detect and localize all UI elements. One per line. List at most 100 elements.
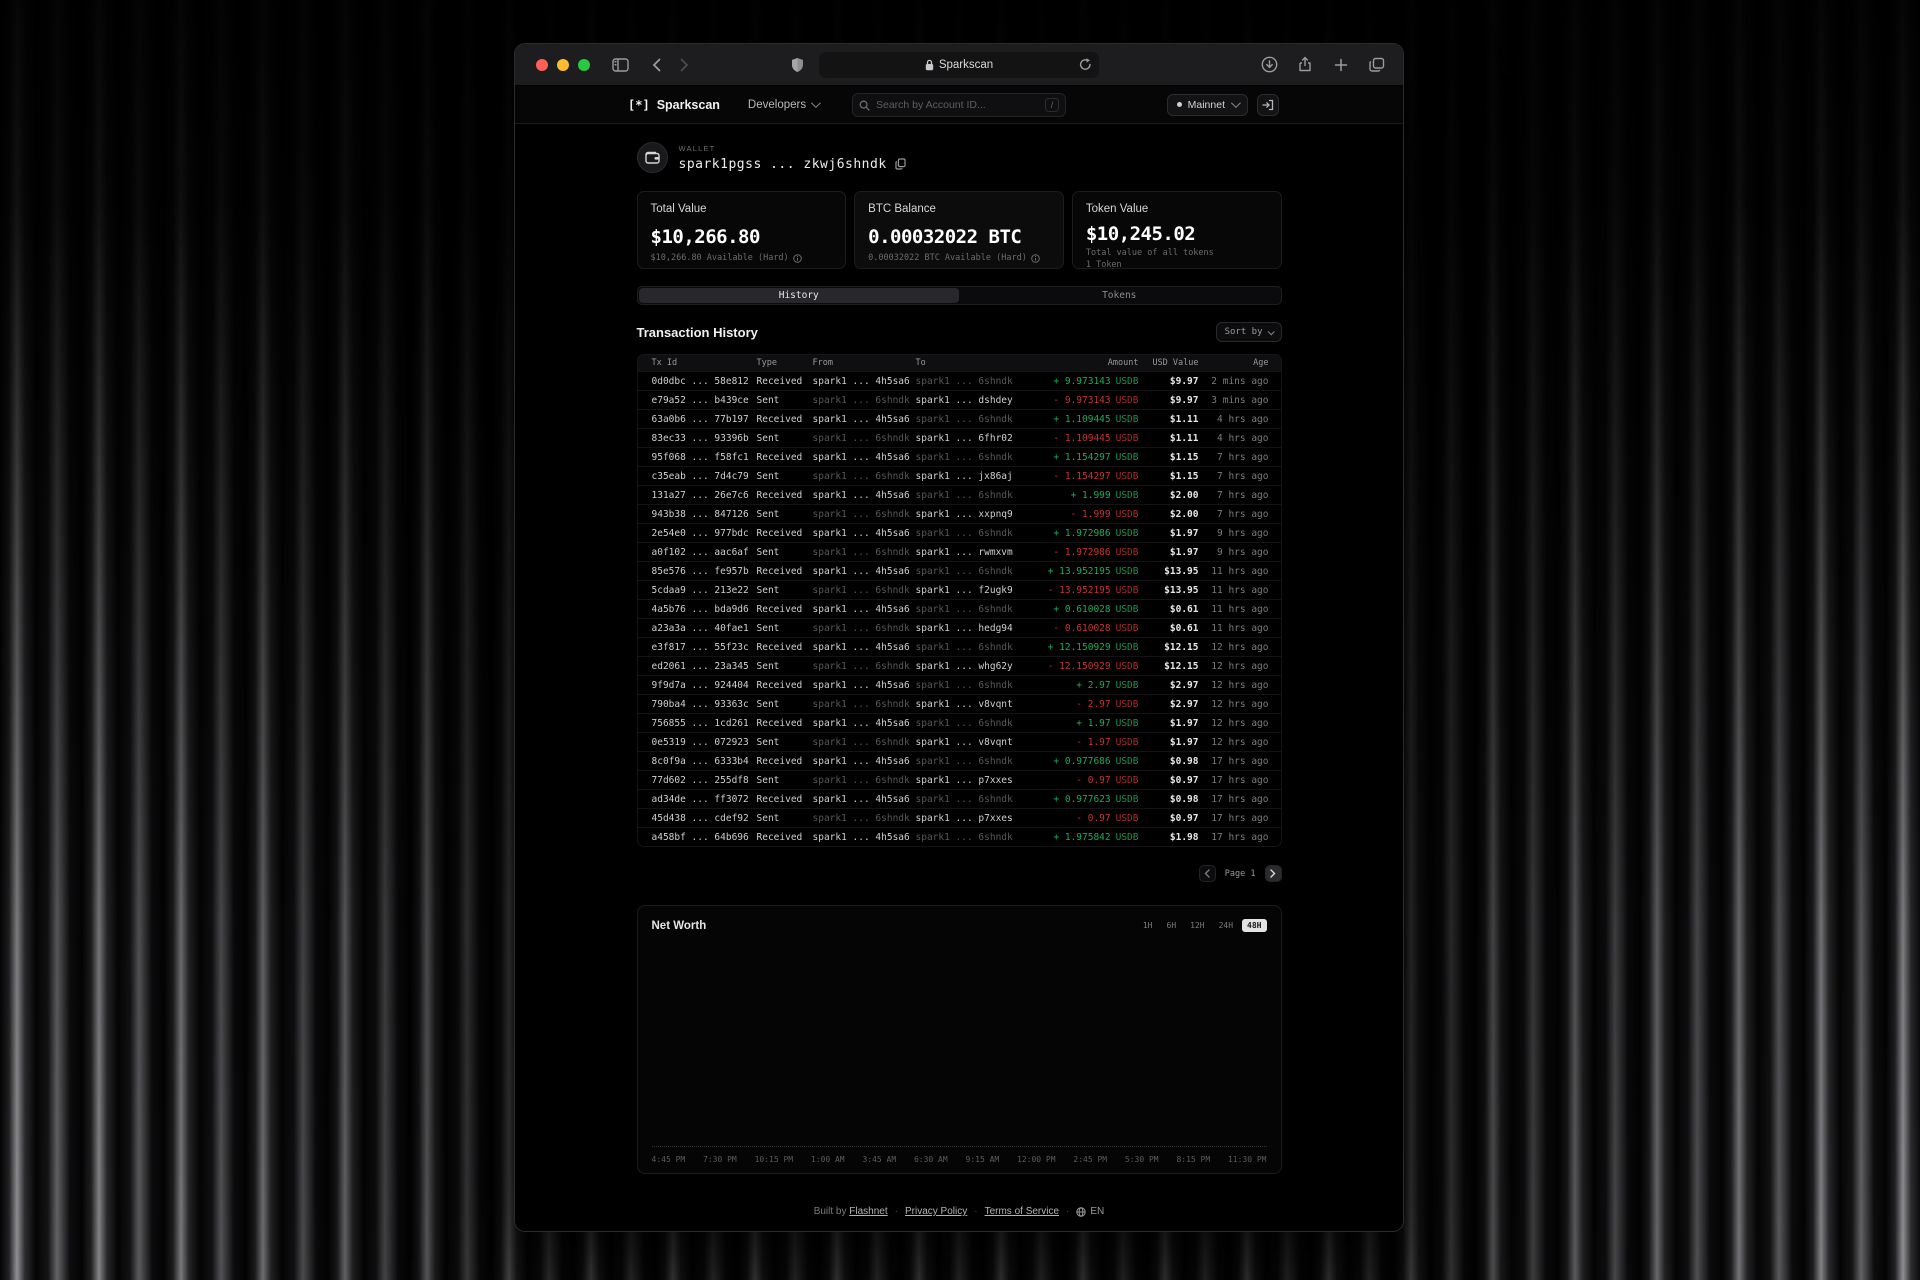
table-row[interactable]: 77d602 ... 255df8 Sent spark1 ... 6shndk…	[637, 770, 1281, 789]
tx-to-address[interactable]: spark1 ... 6shndk	[915, 489, 1013, 501]
tx-id[interactable]: c35eab ... 7d4c79	[651, 470, 749, 482]
tx-to-address[interactable]: spark1 ... p7xxes	[915, 774, 1013, 786]
tx-id[interactable]: 131a27 ... 26e7c6	[651, 489, 749, 501]
next-page-button[interactable]	[1264, 865, 1282, 882]
table-row[interactable]: c35eab ... 7d4c79 Sent spark1 ... 6shndk…	[637, 466, 1281, 485]
tx-to-address[interactable]: spark1 ... dshdey	[915, 394, 1013, 406]
tx-to-address[interactable]: spark1 ... 6shndk	[915, 793, 1013, 805]
tx-from-address[interactable]: spark1 ... 6shndk	[812, 508, 910, 520]
tx-from-address[interactable]: spark1 ... 4h5sa6	[812, 451, 910, 463]
tx-to-address[interactable]: spark1 ... 6shndk	[915, 375, 1013, 387]
tab-overview-icon[interactable]	[1363, 52, 1391, 78]
table-row[interactable]: 9f9d7a ... 924404 Received spark1 ... 4h…	[637, 675, 1281, 694]
tx-id[interactable]: ed2061 ... 23a345	[651, 660, 749, 672]
tx-to-address[interactable]: spark1 ... f2ugk9	[915, 584, 1013, 596]
table-row[interactable]: 85e576 ... fe957b Received spark1 ... 4h…	[637, 561, 1281, 580]
tx-from-address[interactable]: spark1 ... 6shndk	[812, 660, 910, 672]
net-worth-chart-area[interactable]	[651, 946, 1267, 1147]
back-icon[interactable]	[642, 52, 670, 78]
table-row[interactable]: ed2061 ... 23a345 Sent spark1 ... 6shndk…	[637, 656, 1281, 675]
tx-from-address[interactable]: spark1 ... 6shndk	[812, 394, 910, 406]
tx-id[interactable]: 0d0dbc ... 58e812	[651, 375, 749, 387]
tx-from-address[interactable]: spark1 ... 4h5sa6	[812, 603, 910, 615]
forward-icon[interactable]	[670, 52, 698, 78]
tx-id[interactable]: 83ec33 ... 93396b	[651, 432, 749, 444]
reload-icon[interactable]	[1079, 57, 1092, 72]
tx-to-address[interactable]: spark1 ... v8vqnt	[915, 736, 1013, 748]
tx-to-address[interactable]: spark1 ... p7xxes	[915, 812, 1013, 824]
tx-to-address[interactable]: spark1 ... 6shndk	[915, 679, 1013, 691]
table-row[interactable]: a458bf ... 64b696 Received spark1 ... 4h…	[637, 827, 1281, 846]
downloads-icon[interactable]	[1255, 52, 1283, 78]
developers-menu[interactable]: Developers	[748, 98, 821, 111]
privacy-policy-link[interactable]: Privacy Policy	[904, 1206, 968, 1217]
tx-id[interactable]: e3f817 ... 55f23c	[651, 641, 749, 653]
previous-page-button[interactable]	[1198, 865, 1216, 882]
tx-from-address[interactable]: spark1 ... 6shndk	[812, 812, 910, 824]
table-row[interactable]: a0f102 ... aac6af Sent spark1 ... 6shndk…	[637, 542, 1281, 561]
tx-id[interactable]: 9f9d7a ... 924404	[651, 679, 749, 691]
network-selector[interactable]: Mainnet	[1166, 93, 1248, 116]
tx-id[interactable]: 4a5b76 ... bda9d6	[651, 603, 749, 615]
tx-id[interactable]: ad34de ... ff3072	[651, 793, 749, 805]
tx-id[interactable]: 2e54e0 ... 977bdc	[651, 527, 749, 539]
table-row[interactable]: 8c0f9a ... 6333b4 Received spark1 ... 4h…	[637, 751, 1281, 770]
tx-id[interactable]: 95f068 ... f58fc1	[651, 451, 749, 463]
new-tab-icon[interactable]	[1327, 52, 1355, 78]
tx-id[interactable]: 77d602 ... 255df8	[651, 774, 749, 786]
table-row[interactable]: 2e54e0 ... 977bdc Received spark1 ... 4h…	[637, 523, 1281, 542]
tx-to-address[interactable]: spark1 ... 6shndk	[915, 641, 1013, 653]
tx-from-address[interactable]: spark1 ... 4h5sa6	[812, 679, 910, 691]
tx-id[interactable]: a23a3a ... 40fae1	[651, 622, 749, 634]
table-row[interactable]: 0d0dbc ... 58e812 Received spark1 ... 4h…	[637, 371, 1281, 390]
sidebar-toggle-icon[interactable]	[606, 52, 634, 78]
share-icon[interactable]	[1291, 52, 1319, 78]
tx-id[interactable]: 5cdaa9 ... 213e22	[651, 584, 749, 596]
tx-to-address[interactable]: spark1 ... 6shndk	[915, 565, 1013, 577]
tx-from-address[interactable]: spark1 ... 4h5sa6	[812, 565, 910, 577]
tx-from-address[interactable]: spark1 ... 4h5sa6	[812, 717, 910, 729]
tx-from-address[interactable]: spark1 ... 6shndk	[812, 584, 910, 596]
tx-to-address[interactable]: spark1 ... 6shndk	[915, 831, 1013, 843]
tx-from-address[interactable]: spark1 ... 6shndk	[812, 698, 910, 710]
login-button[interactable]	[1257, 93, 1279, 116]
tx-to-address[interactable]: spark1 ... 6shndk	[915, 527, 1013, 539]
tx-id[interactable]: 0e5319 ... 072923	[651, 736, 749, 748]
tx-to-address[interactable]: spark1 ... hedg94	[915, 622, 1013, 634]
tx-to-address[interactable]: spark1 ... rwmxvm	[915, 546, 1013, 558]
table-row[interactable]: 4a5b76 ... bda9d6 Received spark1 ... 4h…	[637, 599, 1281, 618]
range-button-48h[interactable]: 48H	[1242, 919, 1267, 932]
tx-from-address[interactable]: spark1 ... 4h5sa6	[812, 489, 910, 501]
search-input[interactable]	[876, 99, 1039, 111]
tab-tokens[interactable]: Tokens	[1102, 290, 1137, 301]
tx-to-address[interactable]: spark1 ... 6shndk	[915, 603, 1013, 615]
table-row[interactable]: 83ec33 ... 93396b Sent spark1 ... 6shndk…	[637, 428, 1281, 447]
wallet-address[interactable]: spark1pgss ... zkwj6shndk	[678, 156, 887, 172]
tx-from-address[interactable]: spark1 ... 6shndk	[812, 736, 910, 748]
tx-from-address[interactable]: spark1 ... 6shndk	[812, 774, 910, 786]
sparkscan-logo[interactable]: [*] Sparkscan	[628, 98, 720, 112]
tx-to-address[interactable]: spark1 ... jx86aj	[915, 470, 1013, 482]
flashnet-link[interactable]: Flashnet	[849, 1206, 888, 1217]
tx-to-address[interactable]: spark1 ... 6shndk	[915, 717, 1013, 729]
table-row[interactable]: 790ba4 ... 93363c Sent spark1 ... 6shndk…	[637, 694, 1281, 713]
tx-from-address[interactable]: spark1 ... 6shndk	[812, 546, 910, 558]
tx-id[interactable]: a458bf ... 64b696	[651, 831, 749, 843]
range-button-6h[interactable]: 6H	[1166, 921, 1177, 930]
address-bar[interactable]: Sparkscan	[819, 52, 1099, 78]
tx-id[interactable]: e79a52 ... b439ce	[651, 394, 749, 406]
table-row[interactable]: 131a27 ... 26e7c6 Received spark1 ... 4h…	[637, 485, 1281, 504]
tx-to-address[interactable]: spark1 ... 6shndk	[915, 451, 1013, 463]
tx-id[interactable]: 756855 ... 1cd261	[651, 717, 749, 729]
range-button-1h[interactable]: 1H	[1142, 921, 1153, 930]
table-row[interactable]: 943b38 ... 847126 Sent spark1 ... 6shndk…	[637, 504, 1281, 523]
tx-from-address[interactable]: spark1 ... 4h5sa6	[812, 413, 910, 425]
info-icon[interactable]	[1031, 253, 1040, 263]
zoom-window-button[interactable]	[578, 58, 590, 71]
tx-from-address[interactable]: spark1 ... 4h5sa6	[812, 831, 910, 843]
tx-from-address[interactable]: spark1 ... 4h5sa6	[812, 793, 910, 805]
table-row[interactable]: 63a0b6 ... 77b197 Received spark1 ... 4h…	[637, 409, 1281, 428]
tx-to-address[interactable]: spark1 ... xxpnq9	[915, 508, 1013, 520]
tx-id[interactable]: 943b38 ... 847126	[651, 508, 749, 520]
tx-from-address[interactable]: spark1 ... 4h5sa6	[812, 755, 910, 767]
